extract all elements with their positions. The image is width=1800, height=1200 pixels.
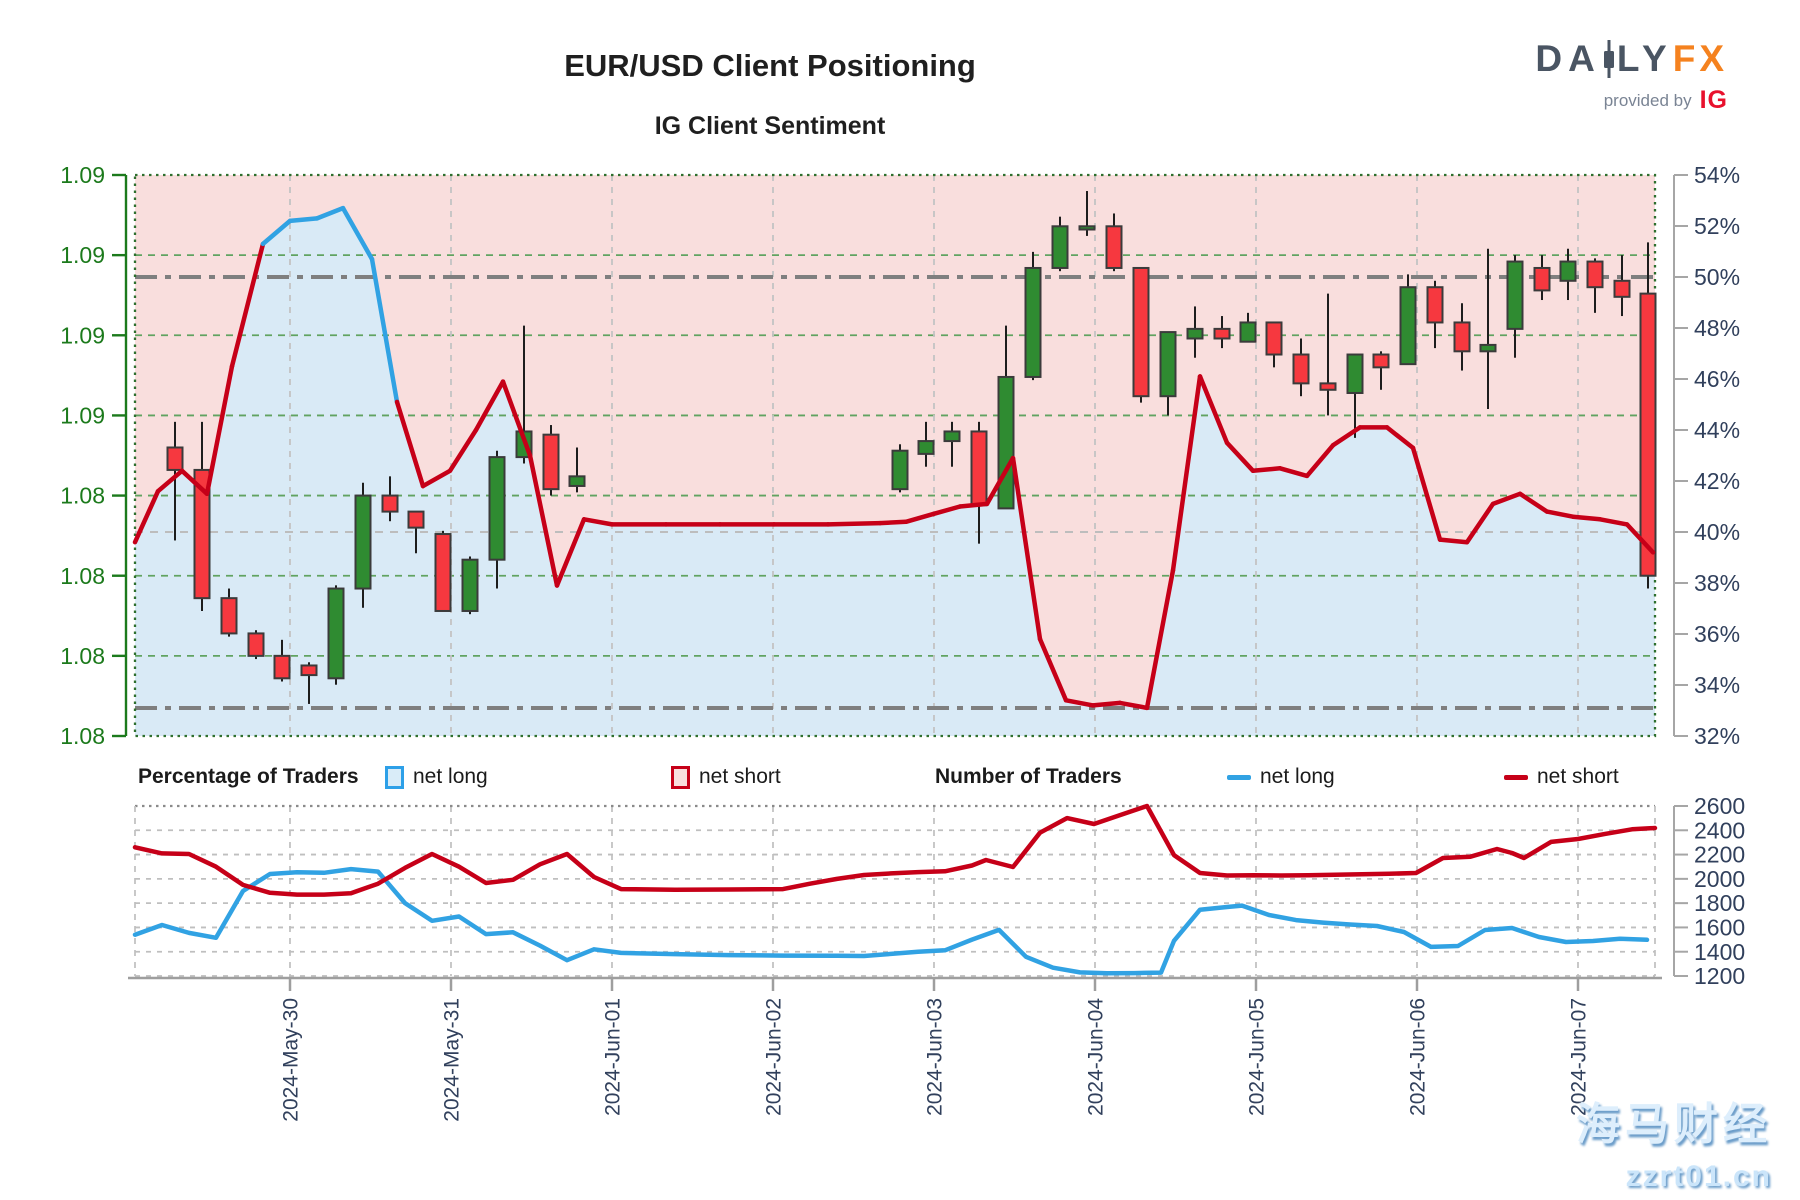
- svg-text:1.08: 1.08: [60, 643, 105, 669]
- svg-text:1.09: 1.09: [60, 402, 105, 428]
- price-gridlines: [135, 254, 1655, 657]
- svg-text:1400: 1400: [1694, 939, 1745, 965]
- logo-text-fx: FX: [1672, 38, 1728, 79]
- legend-item-pct-net-long: net long: [385, 760, 488, 794]
- svg-text:50%: 50%: [1694, 264, 1740, 290]
- svg-text:2024-May-30: 2024-May-30: [279, 998, 302, 1122]
- svg-text:2000: 2000: [1694, 866, 1745, 892]
- legend-item-num-net-short: net short: [1504, 760, 1619, 794]
- svg-text:54%: 54%: [1694, 162, 1740, 188]
- svg-text:1800: 1800: [1694, 890, 1745, 916]
- net-short-swatch-icon: [671, 765, 690, 789]
- svg-text:38%: 38%: [1694, 570, 1740, 596]
- percent-axis: 54% 52% 50% 48% 46% 44% 42% 40% 38% 36% 34% 32%: [1673, 162, 1740, 749]
- svg-text:2024-Jun-03: 2024-Jun-03: [923, 998, 946, 1116]
- date-axis: 2024-May-30 2024-May-31 2024-Jun-01 2024-Ju…: [279, 998, 1590, 1122]
- provided-by-label: provided by: [1603, 90, 1692, 110]
- ig-logo: IG: [1699, 86, 1728, 114]
- logo-candlestick-icon: [1603, 40, 1614, 78]
- svg-text:2024-Jun-01: 2024-Jun-01: [601, 998, 624, 1116]
- provided-by-row: provided by IG: [1535, 86, 1728, 115]
- dailyfx-wordmark: DA LY FX: [1535, 38, 1728, 80]
- svg-text:2400: 2400: [1694, 817, 1745, 843]
- svg-text:2024-May-31: 2024-May-31: [440, 998, 463, 1122]
- svg-text:1.09: 1.09: [60, 242, 105, 268]
- svg-text:2200: 2200: [1694, 842, 1745, 868]
- svg-text:44%: 44%: [1694, 417, 1740, 443]
- svg-text:1.09: 1.09: [60, 162, 105, 188]
- svg-text:32%: 32%: [1694, 723, 1740, 749]
- svg-text:1200: 1200: [1694, 963, 1745, 989]
- svg-text:52%: 52%: [1694, 213, 1740, 239]
- svg-text:36%: 36%: [1694, 621, 1740, 647]
- candlestick-series: [166, 191, 1657, 704]
- traders-chart: [128, 803, 1662, 991]
- svg-text:34%: 34%: [1694, 672, 1740, 698]
- traders-net-short-line: [132, 803, 1658, 897]
- net-short-line-icon: [1504, 774, 1528, 780]
- svg-text:42%: 42%: [1694, 468, 1740, 494]
- traders-net-long-line: [132, 866, 1650, 976]
- net-long-swatch-icon: [385, 765, 404, 789]
- legend-pct-header: Percentage of Traders: [138, 765, 359, 788]
- page-title: EUR/USD Client Positioning: [564, 48, 976, 83]
- sentiment-areas: [135, 175, 1655, 737]
- svg-text:2024-Jun-05: 2024-Jun-05: [1245, 998, 1268, 1116]
- svg-text:48%: 48%: [1694, 315, 1740, 341]
- svg-text:2024-Jun-06: 2024-Jun-06: [1406, 998, 1429, 1116]
- svg-text:1600: 1600: [1694, 914, 1745, 940]
- svg-text:2024-Jun-04: 2024-Jun-04: [1084, 998, 1107, 1116]
- legend-num-header: Number of Traders: [935, 765, 1122, 788]
- svg-text:1.08: 1.08: [60, 563, 105, 589]
- svg-text:1.09: 1.09: [60, 322, 105, 348]
- chart-legend: Percentage of Traders net long net short…: [0, 760, 1800, 794]
- svg-text:1.08: 1.08: [60, 723, 105, 749]
- date-gridlines: [289, 175, 1579, 976]
- chart-subtitle: IG Client Sentiment: [654, 112, 886, 140]
- reference-lines: [135, 275, 1655, 710]
- sentiment-line: [132, 205, 1656, 711]
- svg-text:1.08: 1.08: [60, 483, 105, 509]
- svg-text:40%: 40%: [1694, 519, 1740, 545]
- svg-text:46%: 46%: [1694, 366, 1740, 392]
- svg-text:2600: 2600: [1694, 793, 1745, 819]
- svg-text:2024-Jun-07: 2024-Jun-07: [1567, 998, 1590, 1116]
- price-axis: 1.09 1.09 1.09 1.09 1.08 1.08 1.08 1.08: [60, 162, 128, 749]
- net-long-line-icon: [1227, 774, 1251, 780]
- legend-item-num-net-long: net long: [1227, 760, 1335, 794]
- svg-text:2024-Jun-02: 2024-Jun-02: [762, 998, 785, 1116]
- legend-item-pct-net-short: net short: [671, 760, 781, 794]
- logo-text-da: DA: [1535, 38, 1601, 79]
- logo-text-ly: LY: [1616, 38, 1673, 79]
- dailyfx-logo: DA LY FX provided by IG: [1535, 38, 1728, 115]
